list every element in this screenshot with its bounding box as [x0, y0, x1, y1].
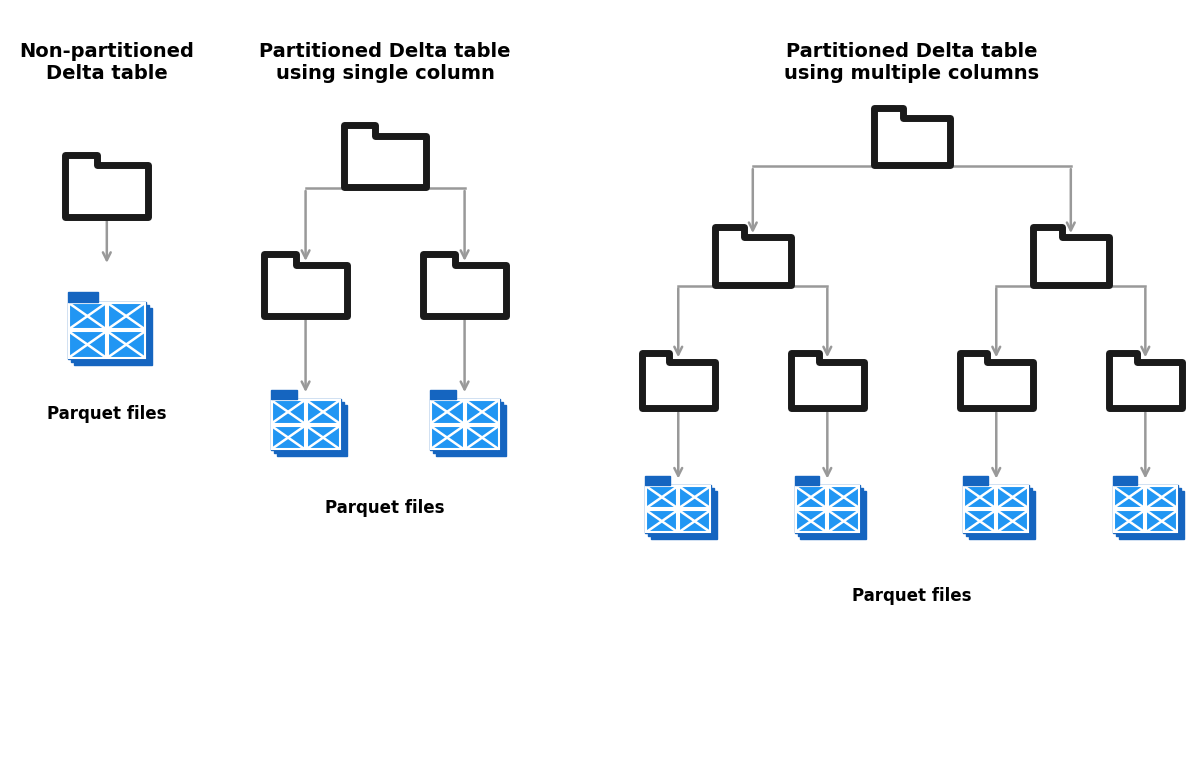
Text: Parquet files: Parquet files — [47, 405, 167, 423]
Polygon shape — [965, 486, 995, 508]
Polygon shape — [796, 510, 827, 532]
Polygon shape — [466, 400, 499, 424]
Polygon shape — [108, 331, 144, 358]
Polygon shape — [646, 485, 712, 534]
Polygon shape — [1114, 486, 1145, 508]
Polygon shape — [648, 488, 714, 537]
Text: Parquet files: Parquet files — [852, 587, 972, 605]
Polygon shape — [466, 426, 499, 449]
Polygon shape — [960, 353, 1033, 408]
Text: Partitioned Delta table
using multiple columns: Partitioned Delta table using multiple c… — [785, 42, 1039, 83]
Polygon shape — [70, 331, 106, 358]
Polygon shape — [70, 303, 106, 329]
Polygon shape — [270, 390, 298, 399]
Polygon shape — [430, 390, 456, 399]
Polygon shape — [68, 292, 97, 302]
Polygon shape — [424, 255, 506, 316]
Polygon shape — [679, 510, 710, 532]
Polygon shape — [997, 486, 1028, 508]
Polygon shape — [108, 303, 144, 329]
Polygon shape — [1033, 227, 1109, 284]
Polygon shape — [430, 399, 499, 451]
Polygon shape — [1112, 485, 1178, 534]
Polygon shape — [828, 510, 859, 532]
Polygon shape — [798, 488, 863, 537]
Text: Parquet files: Parquet files — [325, 499, 445, 518]
Polygon shape — [652, 491, 718, 539]
Polygon shape — [432, 402, 503, 454]
Polygon shape — [274, 402, 343, 454]
Polygon shape — [791, 353, 864, 408]
Polygon shape — [1114, 510, 1145, 532]
Polygon shape — [874, 108, 950, 166]
Polygon shape — [71, 305, 149, 362]
Polygon shape — [647, 510, 677, 532]
Polygon shape — [794, 477, 820, 485]
Polygon shape — [828, 486, 859, 508]
Polygon shape — [431, 400, 463, 424]
Text: Partitioned Delta table
using single column: Partitioned Delta table using single col… — [259, 42, 511, 83]
Polygon shape — [997, 510, 1028, 532]
Polygon shape — [306, 426, 340, 449]
Polygon shape — [1112, 477, 1138, 485]
Polygon shape — [74, 308, 151, 365]
Polygon shape — [964, 485, 1030, 534]
Polygon shape — [271, 426, 305, 449]
Polygon shape — [964, 477, 989, 485]
Polygon shape — [276, 405, 347, 456]
Polygon shape — [796, 486, 827, 508]
Polygon shape — [646, 477, 671, 485]
Polygon shape — [1116, 488, 1181, 537]
Polygon shape — [306, 400, 340, 424]
Polygon shape — [1146, 486, 1177, 508]
Polygon shape — [647, 486, 677, 508]
Polygon shape — [1146, 510, 1177, 532]
Polygon shape — [343, 125, 426, 187]
Polygon shape — [966, 488, 1032, 537]
Polygon shape — [715, 227, 791, 284]
Polygon shape — [1118, 491, 1184, 539]
Polygon shape — [679, 486, 710, 508]
Polygon shape — [642, 353, 715, 408]
Polygon shape — [431, 426, 463, 449]
Polygon shape — [264, 255, 347, 316]
Polygon shape — [794, 485, 860, 534]
Polygon shape — [270, 399, 341, 451]
Polygon shape — [436, 405, 505, 456]
Polygon shape — [970, 491, 1036, 539]
Polygon shape — [800, 491, 866, 539]
Polygon shape — [66, 155, 148, 217]
Polygon shape — [271, 400, 305, 424]
Polygon shape — [965, 510, 995, 532]
Polygon shape — [68, 302, 145, 359]
Text: Non-partitioned
Delta table: Non-partitioned Delta table — [19, 42, 194, 83]
Polygon shape — [1109, 353, 1182, 408]
